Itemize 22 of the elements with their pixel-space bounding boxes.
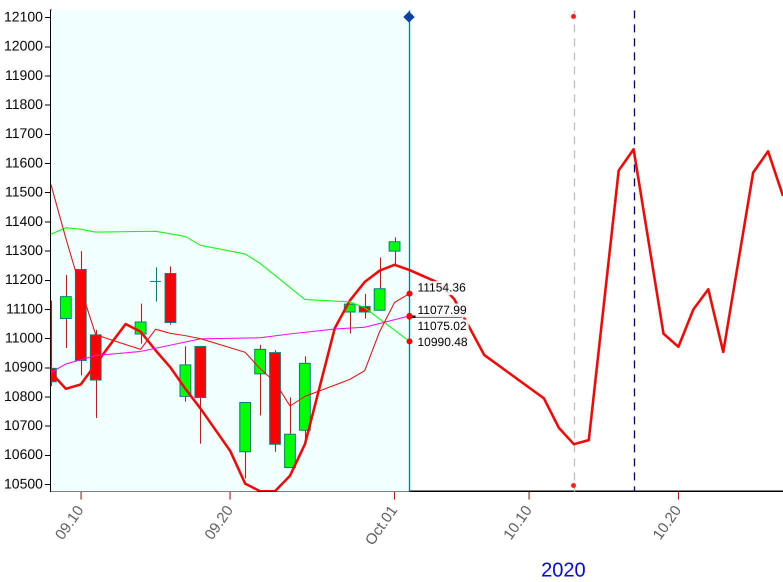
annotation: 10990.48 — [417, 334, 468, 349]
y-tick-label: 12100 — [4, 8, 44, 25]
y-tick-label: 11600 — [5, 154, 44, 170]
y-tick-label: 11800 — [5, 96, 44, 112]
y-tick-label: 10500 — [4, 475, 44, 492]
x-axis-title: 2020 — [541, 560, 586, 582]
annotation: 11075.02 — [417, 318, 467, 333]
annotation: 11154.36 — [417, 280, 466, 294]
y-tick-label: 11200 — [5, 271, 44, 288]
y-tick-label: 10800 — [4, 388, 44, 404]
y-tick-label: 11000 — [5, 329, 44, 346]
y-tick-label: 11300 — [5, 242, 44, 258]
y-tick-label: 11400 — [5, 212, 44, 229]
y-tick-label: 11100 — [6, 300, 44, 316]
y-tick-label: 10700 — [4, 416, 44, 433]
y-tick-label: 11900 — [5, 66, 44, 83]
y-tick-label: 11500 — [5, 184, 44, 200]
y-tick-label: 12000 — [4, 38, 44, 54]
y-tick-label: 10900 — [4, 358, 44, 375]
y-tick-label: 10600 — [4, 446, 44, 462]
y-tick-label: 11700 — [5, 125, 44, 142]
annotation: 11077.99 — [417, 302, 467, 317]
